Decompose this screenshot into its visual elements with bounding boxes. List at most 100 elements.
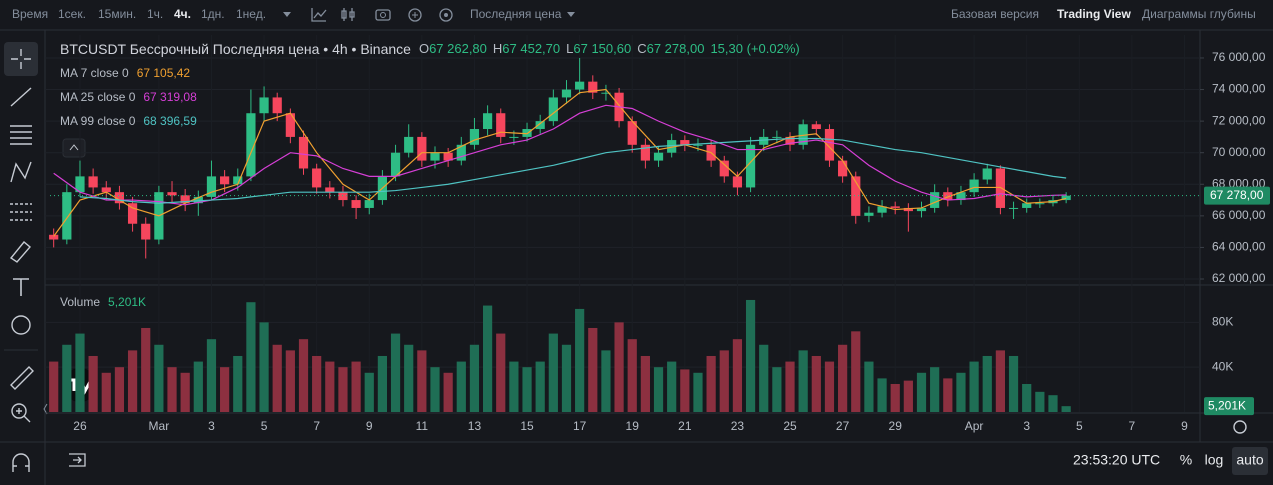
volume-bar xyxy=(943,378,953,412)
volume-bar xyxy=(469,344,480,412)
scale-button[interactable]: log xyxy=(1205,452,1224,468)
candle-body xyxy=(298,136,309,169)
interval-button[interactable]: 1нед. xyxy=(236,7,266,21)
volume-bar xyxy=(101,372,111,412)
text-tool[interactable] xyxy=(13,278,29,296)
price-type-select[interactable]: Последняя цена xyxy=(470,7,562,21)
screenshot-lens xyxy=(380,12,386,18)
dropdown-arrow[interactable] xyxy=(283,12,291,17)
view-tab[interactable]: Trading View xyxy=(1057,7,1131,21)
volume-bar xyxy=(548,333,558,412)
volume-bar xyxy=(851,331,861,412)
scale-button[interactable]: auto xyxy=(1236,452,1263,468)
settings-icon[interactable] xyxy=(439,8,453,22)
candle-body xyxy=(220,176,230,185)
candle-body xyxy=(561,89,572,98)
collapse-legend-button[interactable] xyxy=(62,138,86,158)
volume-bar xyxy=(49,361,59,412)
y-tick-label: 72 000,00 xyxy=(1212,113,1266,127)
volume-bar xyxy=(824,361,835,412)
interval-button[interactable]: 4ч. xyxy=(174,7,191,21)
interval-button[interactable]: 15мин. xyxy=(98,7,136,21)
emoji-tool[interactable] xyxy=(11,315,31,335)
ohlc-key: O xyxy=(419,41,429,56)
candle-body xyxy=(864,212,874,216)
settings-dot xyxy=(444,13,448,17)
magnet-tool[interactable] xyxy=(12,453,30,472)
volume-bar xyxy=(443,372,453,412)
last-price-tag xyxy=(1204,186,1270,205)
price-type-arrow[interactable] xyxy=(567,12,575,17)
x-tick-label: Apr xyxy=(965,419,984,433)
candle-body xyxy=(838,160,848,177)
candle-body xyxy=(417,136,427,161)
candle-body xyxy=(877,206,887,213)
candle-body xyxy=(312,168,322,188)
add-icon[interactable] xyxy=(408,8,422,22)
candle-body xyxy=(443,152,453,161)
candle-body xyxy=(127,203,138,224)
crosshair-tool[interactable] xyxy=(11,49,31,69)
candle-body xyxy=(325,187,335,193)
x-tick-label: 25 xyxy=(783,419,797,433)
volume-title: Volume xyxy=(60,295,100,309)
volume-bar xyxy=(456,361,466,412)
screenshot-icon[interactable] xyxy=(375,9,391,21)
moving-average-line xyxy=(53,104,1067,206)
pattern-tool[interactable] xyxy=(10,161,32,183)
clock: 23:53:20 UTC xyxy=(1073,452,1160,468)
candle-body xyxy=(601,92,611,94)
scale-button[interactable]: % xyxy=(1180,452,1192,468)
date-range-icon[interactable] xyxy=(69,453,86,467)
volume-bar xyxy=(338,367,348,412)
projection-tool[interactable] xyxy=(10,203,32,221)
volume-bar xyxy=(417,350,427,412)
volume-bar xyxy=(1048,395,1058,412)
tool-selected[interactable] xyxy=(4,42,38,76)
candle-body xyxy=(364,200,374,208)
volume-bar xyxy=(390,333,401,412)
indicators-icon[interactable] xyxy=(311,8,327,22)
x-tick-label: 19 xyxy=(626,419,640,433)
ruler-tool[interactable] xyxy=(10,366,34,390)
axis-settings[interactable] xyxy=(1233,420,1247,434)
volume-bar xyxy=(220,367,230,412)
candles-icon[interactable] xyxy=(341,8,355,21)
x-tick-label: 7 xyxy=(313,419,320,433)
candle-body xyxy=(206,176,217,197)
interval-button[interactable]: Время xyxy=(12,7,48,21)
indicator-value: 68 396,59 xyxy=(143,114,197,128)
candle-body xyxy=(101,187,111,193)
view-tab[interactable]: Базовая версия xyxy=(951,7,1039,21)
volume-bar xyxy=(864,361,874,412)
volume-bar xyxy=(141,327,151,412)
candle-body xyxy=(1008,207,1019,209)
volume-bar xyxy=(732,339,743,412)
chart-title: BTCUSDT Бессрочный Последняя цена • 4h •… xyxy=(60,41,411,57)
moving-average-line xyxy=(79,137,1067,204)
indicator-value: 67 319,08 xyxy=(143,90,197,104)
candle-body xyxy=(548,97,558,122)
volume-bar xyxy=(561,344,572,412)
view-tab[interactable]: Диаграммы глубины xyxy=(1142,7,1256,21)
volume-legend: Volume 5,201K xyxy=(60,295,146,309)
candle-body xyxy=(943,192,953,201)
indicator-value: 67 105,42 xyxy=(137,66,191,80)
volume-bar xyxy=(522,367,532,412)
interval-button[interactable]: 1сек. xyxy=(58,7,86,21)
interval-button[interactable]: 1дн. xyxy=(201,7,225,21)
collapse-toolbar[interactable] xyxy=(43,403,48,415)
volume-bar xyxy=(351,361,361,412)
volume-bar xyxy=(653,367,664,412)
zoom-tool[interactable] xyxy=(11,403,27,419)
auto-button-bg[interactable] xyxy=(1232,447,1268,475)
fib-tool[interactable] xyxy=(10,125,32,145)
x-tick-label: 7 xyxy=(1129,419,1136,433)
price-change: 15,30 (+0.02%) xyxy=(710,41,799,56)
volume-bar xyxy=(88,355,98,412)
interval-button[interactable]: 1ч. xyxy=(147,7,163,21)
volume-bar xyxy=(745,299,756,412)
brush-tool[interactable] xyxy=(9,241,31,263)
line-tool[interactable] xyxy=(10,87,32,107)
candle-body xyxy=(246,113,256,177)
